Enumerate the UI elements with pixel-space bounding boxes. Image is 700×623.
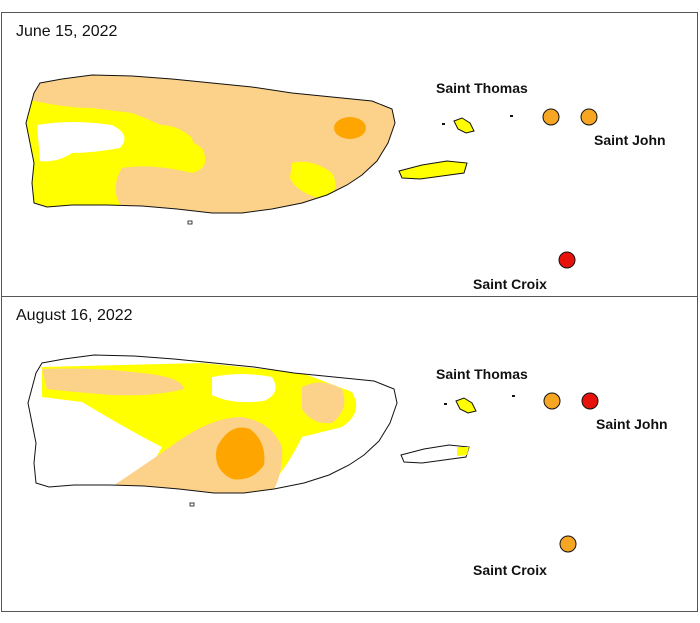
puerto-rico-outline (25, 74, 396, 214)
culebra-island (455, 397, 477, 414)
panel-date: August 16, 2022 (16, 307, 133, 324)
saint-john-label: Saint John (594, 132, 666, 148)
saint-john-marker (581, 392, 599, 410)
vieques-island (398, 160, 468, 180)
d1-area-east (302, 382, 345, 424)
saint-croix-label: Saint Croix (473, 562, 547, 578)
vieques-island (400, 444, 470, 464)
drought-map: Saint Thomas Saint John Saint Croix (25, 74, 666, 292)
panel-date: June 15, 2022 (16, 23, 118, 40)
culebra-island (453, 117, 475, 134)
vieques-d0-area (457, 447, 469, 456)
d1-area-north (42, 368, 184, 396)
puerto-rico-drought-areas (26, 75, 395, 213)
d0-area-central (152, 124, 194, 158)
islet (510, 115, 513, 117)
islet (442, 123, 445, 125)
islet (444, 403, 447, 405)
saint-thomas-marker (543, 392, 561, 410)
puerto-rico-outline (27, 354, 398, 494)
saint-croix-label: Saint Croix (473, 276, 547, 292)
islet (512, 395, 515, 397)
saint-john-label: Saint John (596, 416, 668, 432)
no-drought-area-north (212, 374, 276, 403)
caja-de-muertos-island (187, 220, 193, 225)
no-drought-area (37, 122, 125, 162)
saint-croix-marker (559, 535, 577, 553)
map-panel-august: August 16, 2022 Saint Thomas Saint John … (1, 296, 698, 612)
saint-john-marker (580, 108, 598, 126)
d2-area (216, 427, 265, 480)
drought-map: Saint Thomas Saint John Saint Croix (27, 354, 668, 578)
saint-thomas-label: Saint Thomas (436, 80, 528, 96)
d2-area (334, 117, 366, 139)
saint-croix-marker (558, 251, 576, 269)
d0-area-southeast (290, 161, 336, 199)
saint-thomas-label: Saint Thomas (436, 366, 528, 382)
puerto-rico-drought-areas (28, 355, 397, 493)
map-panel-june: June 15, 2022 Saint Thomas Saint John Sa… (1, 12, 698, 297)
caja-de-muertos-island (189, 502, 195, 507)
saint-thomas-marker (542, 108, 560, 126)
